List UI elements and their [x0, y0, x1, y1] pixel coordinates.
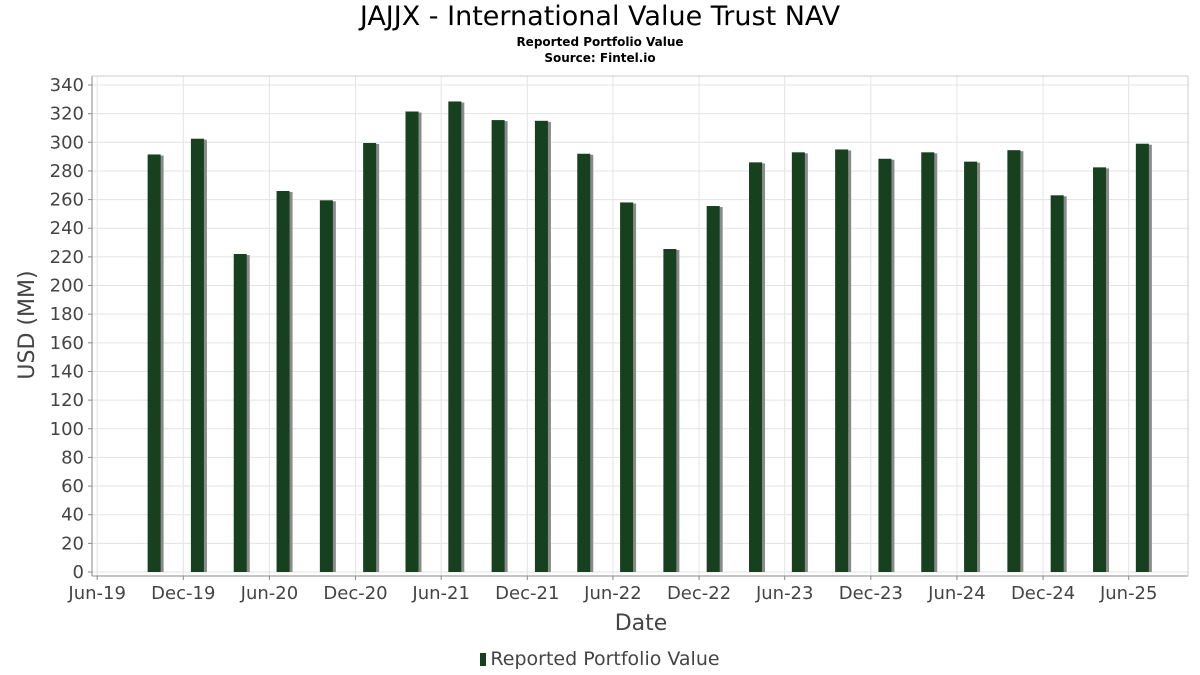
bar	[448, 101, 465, 573]
bar-fill	[319, 200, 333, 572]
bar	[190, 138, 207, 572]
bar-fill	[663, 249, 677, 573]
x-tick-label: Jun-21	[411, 583, 470, 604]
y-tick-label: 240	[50, 218, 84, 239]
bar	[835, 149, 852, 573]
bar-fill	[1050, 195, 1064, 572]
y-tick-label: 60	[61, 476, 84, 497]
bar	[363, 143, 380, 572]
bar-fill	[448, 101, 462, 573]
bar-fill	[363, 143, 377, 572]
bar-fill	[577, 153, 591, 573]
x-tick-label: Dec-19	[151, 583, 215, 604]
y-tick-label: 220	[50, 247, 84, 268]
bar	[1007, 150, 1024, 572]
bar-fill	[1135, 143, 1149, 572]
x-tick-label: Dec-21	[495, 583, 559, 604]
x-tick-label: Jun-24	[927, 583, 986, 604]
x-tick-label: Jun-19	[67, 583, 126, 604]
y-tick-label: 40	[61, 505, 84, 526]
axes	[91, 75, 1189, 577]
bar	[534, 120, 551, 572]
y-tick-label: 100	[50, 419, 84, 440]
y-tick-label: 260	[50, 190, 84, 211]
bar-fill	[1093, 167, 1107, 572]
chart-title: JAJJX - International Value Trust NAV	[359, 1, 841, 32]
bar-fill	[233, 254, 247, 573]
bar-fill	[706, 206, 720, 573]
bar-fill	[878, 158, 892, 572]
y-axis-title: USD (MM)	[15, 270, 40, 379]
x-tick-label: Dec-20	[323, 583, 387, 604]
bar	[921, 152, 938, 572]
bar-fill	[190, 138, 204, 572]
bar	[147, 154, 164, 572]
bar	[1093, 167, 1110, 572]
x-tick-labels: Jun-19 Dec-19 Jun-20 Dec-20 Jun-21 Dec-21 Jun-…	[67, 583, 1157, 604]
bar-fill	[276, 190, 290, 572]
y-tick-label: 0	[73, 562, 84, 583]
bar	[964, 161, 981, 572]
bar	[1135, 143, 1152, 572]
bar	[663, 249, 680, 573]
y-tick-label: 160	[50, 333, 84, 354]
legend: Reported Portfolio Value	[0, 647, 1200, 671]
bar	[706, 206, 723, 573]
bar-fill	[921, 152, 935, 572]
bar	[1050, 195, 1067, 572]
bar-fill	[791, 152, 805, 572]
y-tick-label: 200	[50, 276, 84, 297]
x-tick-label: Jun-23	[755, 583, 814, 604]
bar	[577, 153, 594, 573]
bar-fill	[1007, 150, 1021, 572]
bar	[405, 111, 422, 572]
x-tick-label: Dec-22	[667, 583, 731, 604]
x-axis-title: Date	[615, 611, 668, 636]
bar	[491, 120, 508, 572]
bar-fill	[835, 149, 849, 573]
y-tick-label: 180	[50, 304, 84, 325]
y-tick-label: 300	[50, 132, 84, 153]
bar	[620, 202, 637, 572]
bar-fill	[491, 120, 505, 572]
y-tick-label: 320	[50, 104, 84, 125]
bar-fill	[620, 202, 634, 572]
x-tick-label: Dec-24	[1011, 583, 1075, 604]
x-tick-label: Dec-23	[839, 583, 903, 604]
chart-subtitle: Reported Portfolio Value	[516, 35, 684, 49]
y-tick-label: 140	[50, 361, 84, 382]
bar	[878, 158, 895, 572]
bar-fill	[405, 111, 419, 572]
bar	[791, 152, 808, 572]
x-tick-label: Jun-20	[240, 583, 299, 604]
bar	[319, 200, 336, 572]
bar	[749, 162, 766, 573]
x-tick-label: Jun-22	[583, 583, 642, 604]
legend-swatch	[480, 653, 487, 666]
bar-fill	[147, 154, 161, 572]
legend-label: Reported Portfolio Value	[490, 648, 720, 670]
y-tick-label: 20	[61, 533, 84, 554]
y-tick-labels: 0 20 40 60 80 100 120 140 160 180 200 220 240 260 280 3…	[50, 75, 84, 583]
bar-fill	[534, 120, 548, 572]
bars	[147, 101, 1152, 573]
bar	[276, 190, 293, 572]
grid-lines	[88, 76, 1188, 580]
bar-fill	[749, 162, 763, 573]
y-tick-label: 340	[50, 75, 84, 96]
chart-source: Source: Fintel.io	[544, 51, 656, 65]
y-tick-label: 80	[61, 447, 84, 468]
bar-fill	[964, 161, 978, 572]
y-tick-label: 280	[50, 161, 84, 182]
bar	[233, 254, 250, 573]
x-tick-label: Jun-25	[1099, 583, 1158, 604]
plot-area	[92, 76, 1188, 576]
y-tick-label: 120	[50, 390, 84, 411]
